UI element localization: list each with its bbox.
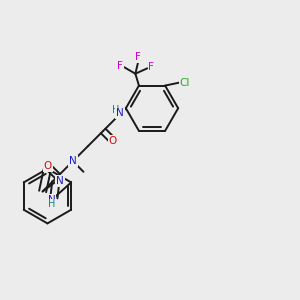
Text: N: N — [116, 108, 124, 118]
Text: H: H — [112, 105, 119, 116]
Text: O: O — [109, 136, 117, 146]
Text: N: N — [69, 156, 77, 166]
Text: N: N — [56, 176, 64, 186]
Text: N: N — [48, 195, 56, 205]
Text: Cl: Cl — [179, 78, 190, 88]
Text: O: O — [44, 161, 52, 172]
Text: F: F — [117, 61, 123, 71]
Text: F: F — [148, 62, 154, 72]
Text: F: F — [135, 52, 141, 62]
Text: H: H — [48, 200, 55, 209]
